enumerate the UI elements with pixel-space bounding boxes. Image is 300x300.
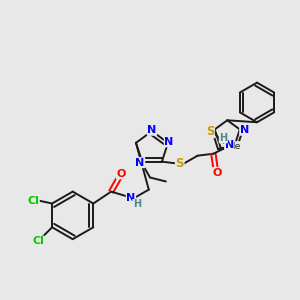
Text: O: O	[116, 169, 126, 179]
Text: O: O	[213, 167, 222, 178]
Text: N: N	[147, 125, 157, 135]
Text: Cl: Cl	[27, 196, 39, 206]
Text: N: N	[136, 158, 145, 168]
Text: N: N	[240, 125, 249, 135]
Text: N: N	[164, 137, 174, 147]
Text: S: S	[206, 125, 214, 138]
Text: Cl: Cl	[32, 236, 44, 246]
Text: N: N	[225, 140, 234, 150]
Text: N: N	[126, 193, 136, 202]
Text: Me: Me	[227, 142, 240, 151]
Text: H: H	[133, 200, 141, 209]
Text: H: H	[219, 133, 227, 143]
Text: S: S	[176, 157, 184, 170]
